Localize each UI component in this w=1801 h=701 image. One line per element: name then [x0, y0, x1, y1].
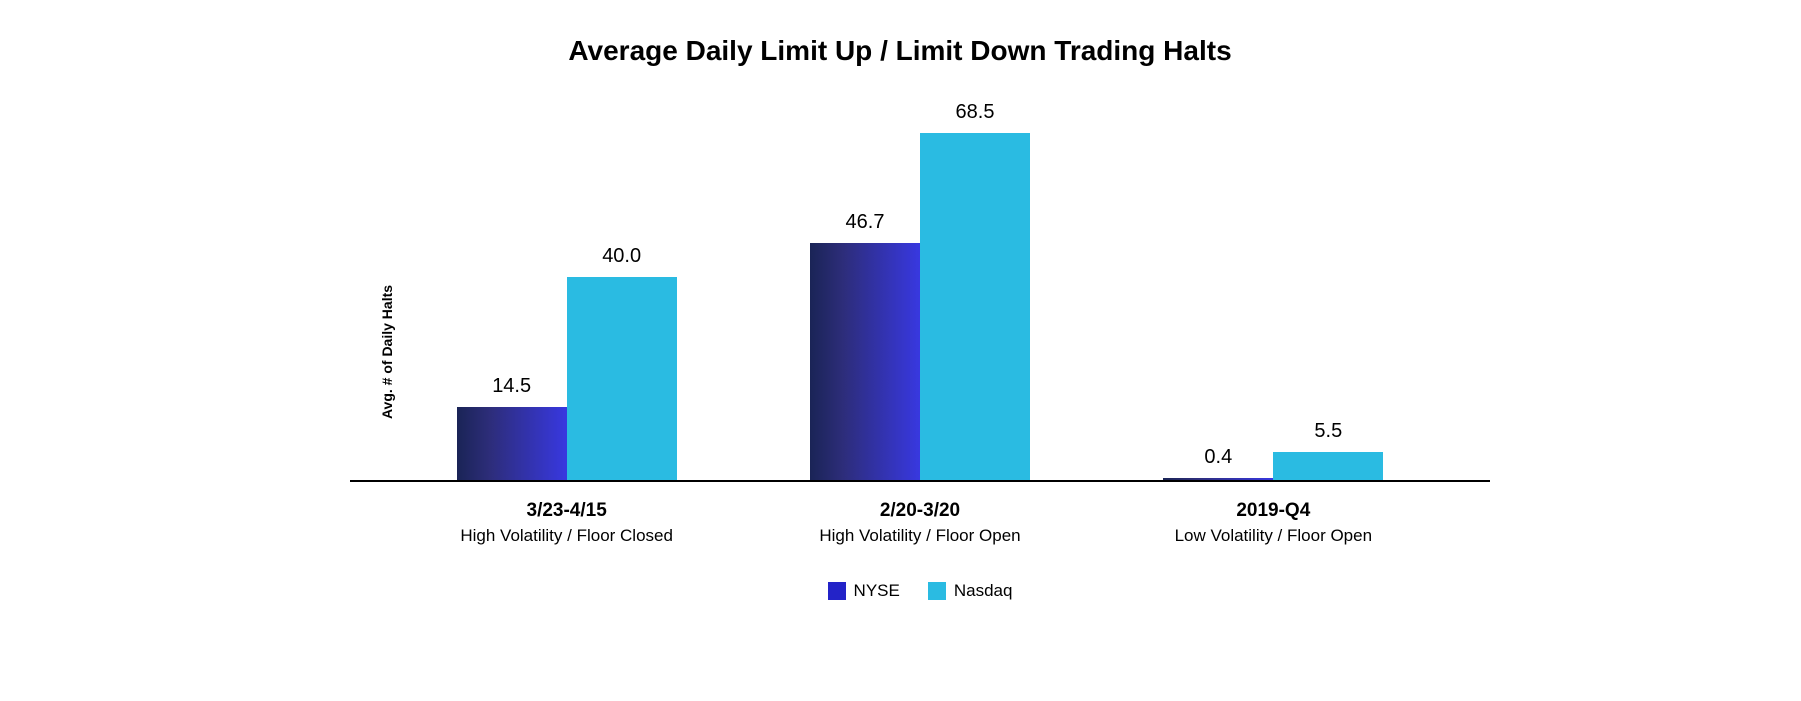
bar-nasdaq-1: 68.5	[920, 133, 1030, 480]
bar-value-label: 40.0	[602, 245, 641, 268]
legend-swatch-nasdaq	[928, 582, 946, 600]
legend-label: Nasdaq	[954, 581, 1013, 601]
bar-group-1: 46.7 68.5	[810, 133, 1030, 480]
bar-value-label: 68.5	[956, 101, 995, 124]
plot-area: Avg. # of Daily Halts 14.5 40.0 46.7	[350, 102, 1490, 601]
bar-rect-nyse	[810, 243, 920, 480]
legend-swatch-nyse	[828, 582, 846, 600]
bar-nasdaq-0: 40.0	[567, 277, 677, 480]
x-label-group-2: 2019-Q4 Low Volatility / Floor Open	[1133, 500, 1413, 546]
x-label-primary: 3/23-4/15	[427, 500, 707, 522]
bar-rect-nasdaq	[567, 277, 677, 480]
bar-nyse-1: 46.7	[810, 243, 920, 480]
bar-value-label: 14.5	[492, 375, 531, 398]
chart-container: Average Daily Limit Up / Limit Down Trad…	[310, 35, 1490, 601]
bar-value-label: 46.7	[846, 211, 885, 234]
bar-group-2: 0.4 5.5	[1163, 452, 1383, 480]
bar-rect-nasdaq	[920, 133, 1030, 480]
x-axis-labels: 3/23-4/15 High Volatility / Floor Closed…	[350, 500, 1490, 546]
chart-title: Average Daily Limit Up / Limit Down Trad…	[310, 35, 1490, 67]
bar-value-label: 5.5	[1314, 420, 1342, 443]
bar-rect-nyse	[457, 407, 567, 480]
bar-group-0: 14.5 40.0	[457, 277, 677, 480]
bars-region: 14.5 40.0 46.7 68.5	[350, 102, 1490, 482]
bar-nyse-2: 0.4	[1163, 478, 1273, 480]
x-label-primary: 2/20-3/20	[780, 500, 1060, 522]
x-label-group-0: 3/23-4/15 High Volatility / Floor Closed	[427, 500, 707, 546]
legend: NYSE Nasdaq	[350, 581, 1490, 601]
bar-value-label: 0.4	[1204, 446, 1232, 469]
legend-item-nasdaq: Nasdaq	[928, 581, 1013, 601]
x-label-group-1: 2/20-3/20 High Volatility / Floor Open	[780, 500, 1060, 546]
bar-rect-nasdaq	[1273, 452, 1383, 480]
bar-rect-nyse	[1163, 478, 1273, 480]
legend-label: NYSE	[854, 581, 900, 601]
legend-item-nyse: NYSE	[828, 581, 900, 601]
bar-nyse-0: 14.5	[457, 407, 567, 480]
x-label-secondary: High Volatility / Floor Closed	[427, 526, 707, 546]
x-label-secondary: Low Volatility / Floor Open	[1133, 526, 1413, 546]
bar-nasdaq-2: 5.5	[1273, 452, 1383, 480]
x-label-primary: 2019-Q4	[1133, 500, 1413, 522]
x-label-secondary: High Volatility / Floor Open	[780, 526, 1060, 546]
